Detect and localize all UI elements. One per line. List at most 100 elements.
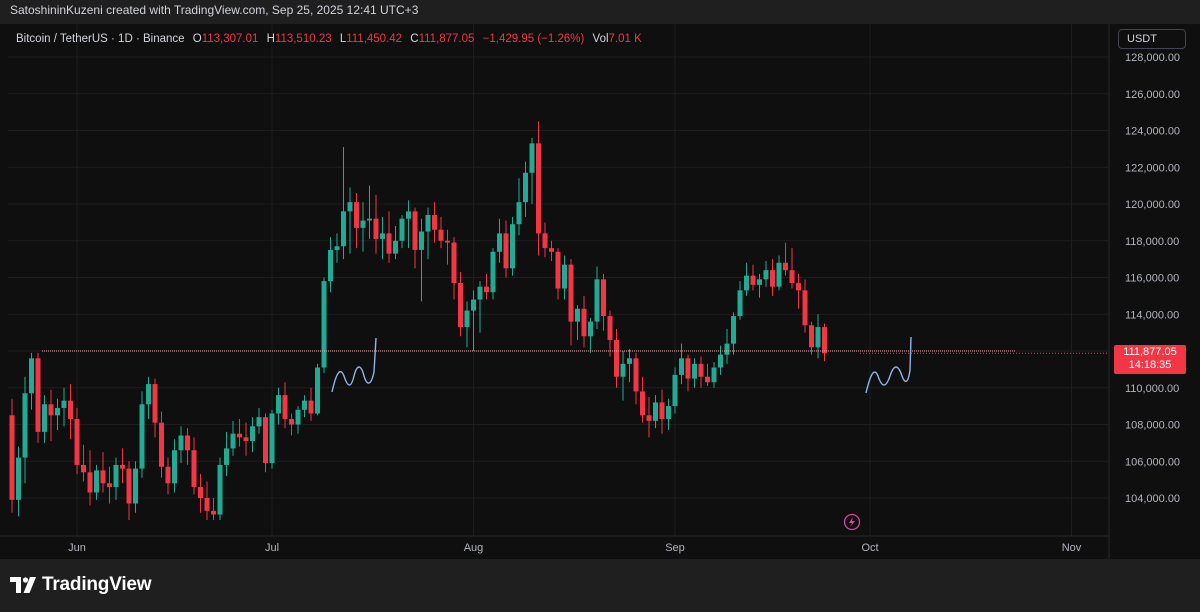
candle-body [94,470,99,493]
candle-body [107,483,112,487]
candle-body [471,299,476,311]
candle-body [796,283,801,291]
candle-body [68,400,73,419]
change-value: −1,429.95 (−1.26%) [482,33,585,45]
candle-body [503,233,509,269]
candle-body [100,470,106,484]
x-tick-label: Jun [68,542,86,554]
candle-body [61,400,67,408]
candle-body [562,264,567,289]
candle-body [29,358,34,394]
candle-body [653,402,658,421]
candle-body [490,251,496,293]
candle-body [620,363,626,377]
candle-body [9,415,15,500]
chart-area[interactable]: 104,000.00 106,000.00 108,000.00 110,000.00… [0,24,1200,559]
candle-body [549,248,554,252]
candle-body [646,415,652,421]
candle-body [360,220,366,228]
candle-body [308,400,314,414]
candle-body [594,279,600,322]
candle-body [640,391,645,416]
candle-body [42,404,47,432]
candle-body [159,422,164,467]
candle-body [263,417,268,464]
candle-body [438,229,444,241]
candle-body [165,466,171,484]
candle-body [776,262,782,287]
candle-body [744,275,749,291]
candle-body [809,325,814,348]
currency-selector[interactable]: USDT [1118,29,1186,49]
candle-body [406,211,411,219]
tradingview-logo[interactable]: TradingView [10,572,152,598]
candle-body [724,343,730,355]
y-tick-label: 106,000.00 [1125,456,1180,468]
candle-body [666,406,671,419]
candle-body [672,374,678,407]
candle-body [425,215,431,232]
candle-body [35,358,41,432]
candle-body [822,327,827,354]
candle-body [74,418,80,465]
high-value: 113,510.23 [274,33,332,45]
y-tick-label: 122,000.00 [1125,162,1180,174]
candle-body [185,435,190,451]
candlestick-chart[interactable]: 104,000.00 106,000.00 108,000.00 110,000.00… [0,24,1200,559]
candle-body [692,363,697,379]
x-tick-label: Nov [1062,542,1082,554]
candle-body [698,363,704,377]
low-value: 111,450.42 [346,33,403,45]
candle-body [497,233,502,252]
candle-body [237,433,242,438]
candle-body [295,409,301,425]
candle-body [256,417,262,427]
y-tick-label: 110,000.00 [1125,383,1179,395]
candle-body [250,426,255,442]
candle-body [55,407,60,416]
lightning-icon [849,517,855,527]
volume-key: Vol [592,33,609,45]
y-tick-label: 108,000.00 [1125,420,1180,432]
candle-body [16,457,21,500]
candle-body [802,290,808,326]
candle-body [516,202,522,225]
y-tick-label: 124,000.00 [1125,126,1180,138]
last-price-tag: 111,877.05 14:18:35 [1114,345,1186,374]
x-tick-label: Oct [861,542,878,554]
candle-body [419,231,424,250]
candle-body [529,143,535,173]
candle-body [386,233,392,254]
candle-body [230,433,236,449]
candle-body [243,437,249,442]
candle-body [172,450,177,484]
candle-body [113,464,119,487]
candle-body [718,354,723,368]
candle-body [542,233,548,249]
open-key: O [192,33,202,45]
candle-body [601,279,606,317]
wave-annotation [865,336,912,394]
y-tick-label: 116,000.00 [1125,273,1179,285]
y-tick-label: 118,000.00 [1125,236,1179,248]
wave-annotation [331,337,377,393]
candle-body [334,246,340,250]
symbol-label: Bitcoin / TetherUS · 1D · Binance [16,33,185,45]
y-tick-label: 114,000.00 [1125,309,1179,321]
candle-body [607,316,613,340]
candle-body [783,262,788,271]
candle-body [302,400,307,410]
candle-body [133,468,138,504]
candle-body [464,310,470,328]
close-key: C [410,33,419,45]
candle-body [581,308,587,337]
candle-body [139,404,145,469]
candle-body [354,202,359,228]
candle-body [685,358,691,379]
candle-body [373,218,379,239]
x-tick-label: Aug [464,542,484,554]
candle-body [341,211,346,247]
candle-body [315,367,320,414]
candle-body [269,413,275,464]
candle-body [289,418,294,425]
